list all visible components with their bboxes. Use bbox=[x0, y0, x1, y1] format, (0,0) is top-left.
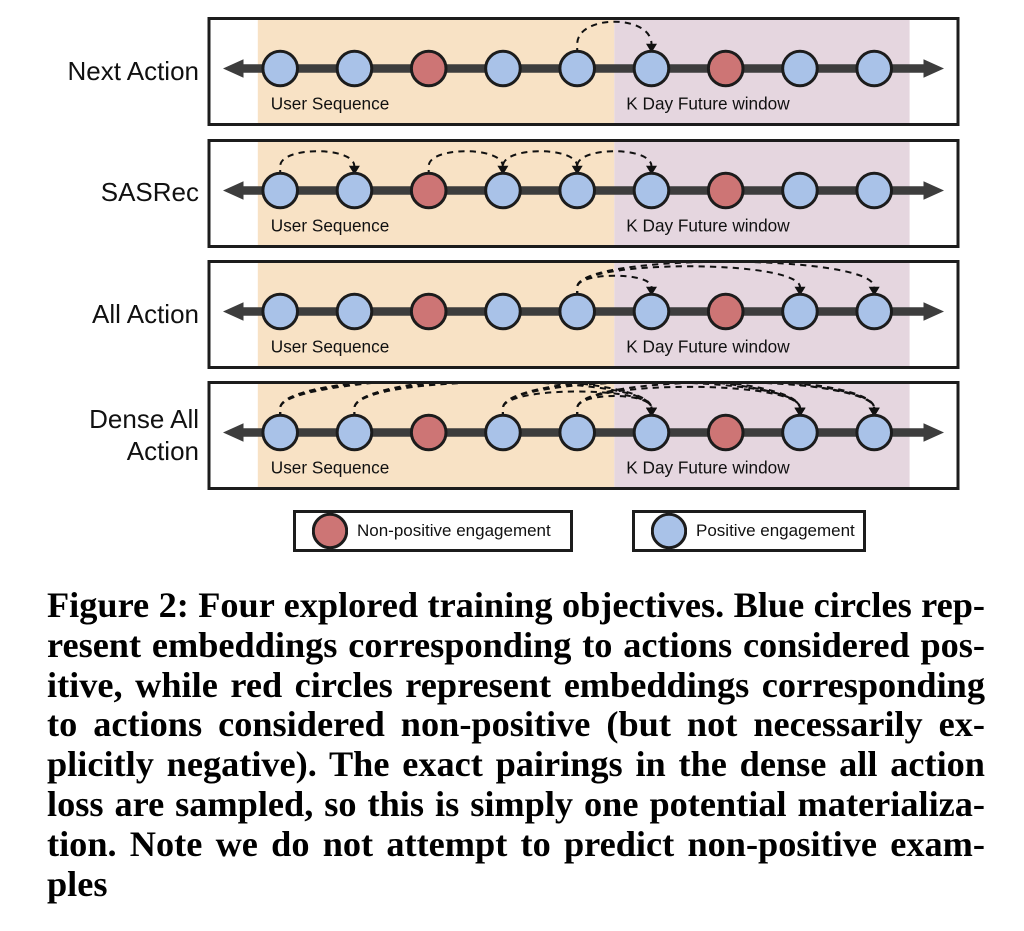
svg-text:K Day Future window: K Day Future window bbox=[626, 215, 790, 235]
svg-text:User Sequence: User Sequence bbox=[271, 94, 389, 114]
svg-text:User Sequence: User Sequence bbox=[271, 215, 389, 235]
svg-text:User Sequence: User Sequence bbox=[271, 337, 389, 357]
svg-text:K Day Future window: K Day Future window bbox=[626, 94, 790, 114]
svg-text:User Sequence: User Sequence bbox=[271, 458, 389, 478]
svg-text:K Day Future window: K Day Future window bbox=[626, 458, 790, 478]
svg-text:K Day Future window: K Day Future window bbox=[626, 337, 790, 357]
